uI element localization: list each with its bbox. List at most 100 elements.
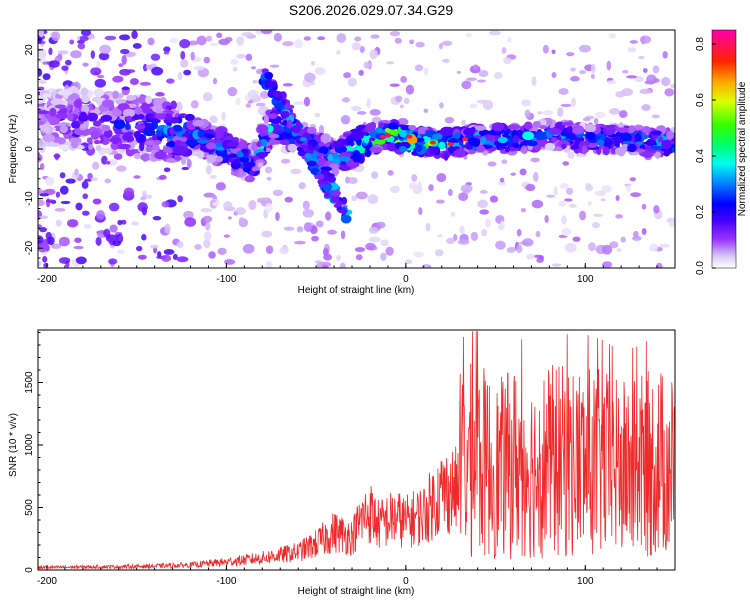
noise-blob: [256, 197, 269, 201]
noise-blob: [415, 41, 425, 48]
noise-blob: [290, 168, 302, 175]
noise-blob: [264, 166, 273, 174]
noise-blob: [242, 243, 255, 254]
noise-blob: [90, 50, 96, 59]
noise-blob: [641, 228, 647, 235]
noise-blob: [60, 200, 71, 205]
branch-blob: [340, 214, 352, 224]
noise-blob: [403, 97, 410, 104]
signal-blob: [205, 134, 215, 139]
x-tick-label: 100: [577, 576, 594, 587]
noise-blob: [38, 57, 46, 64]
noise-blob: [325, 211, 332, 221]
noise-blob: [310, 60, 316, 66]
noise-blob: [123, 187, 135, 197]
noise-blob: [150, 244, 159, 249]
signal-blob: [100, 114, 113, 122]
x-tick-label: -100: [216, 576, 236, 587]
signal-blob: [480, 136, 487, 144]
signal-blob: [561, 121, 573, 126]
colorbar-tick-label: 0.2: [695, 205, 706, 219]
noise-blob: [506, 247, 516, 253]
signal-blob: [95, 144, 102, 152]
noise-blob: [564, 198, 573, 202]
noise-blob: [395, 95, 403, 103]
signal-blob: [389, 129, 396, 136]
noise-blob: [591, 221, 600, 229]
noise-blob: [601, 244, 613, 255]
noise-blob: [417, 181, 422, 191]
spectrogram-x-axis: -200 -100 0 100: [37, 263, 676, 285]
noise-blob: [73, 245, 84, 250]
signal-blob: [122, 133, 132, 142]
signal-blob: [377, 122, 385, 129]
noise-blob: [303, 222, 313, 233]
noise-blob: [479, 189, 488, 194]
noise-blob: [354, 36, 362, 42]
noise-blob: [59, 185, 69, 195]
signal-blob: [467, 137, 477, 145]
noise-blob: [355, 254, 363, 261]
noise-blob: [80, 30, 92, 37]
noise-blob: [103, 228, 111, 238]
signal-blob: [69, 93, 80, 100]
signal-blob: [42, 134, 55, 143]
noise-blob: [351, 42, 362, 51]
noise-blob: [51, 31, 61, 42]
snr-x-axis: -200 -100 0 100: [37, 565, 676, 587]
noise-blob: [77, 42, 86, 50]
signal-blob: [465, 143, 473, 150]
signal-blob: [152, 139, 162, 145]
noise-blob: [216, 32, 223, 39]
noise-blob: [91, 161, 100, 170]
noise-blob: [461, 80, 472, 90]
noise-blob: [142, 190, 147, 199]
signal-blob: [90, 130, 100, 140]
noise-blob: [90, 67, 102, 76]
x-tick-label: 0: [403, 576, 409, 587]
noise-blob: [590, 74, 595, 79]
noise-blob: [38, 68, 43, 77]
signal-blob: [408, 125, 417, 131]
colorbar-tick-label: 0.0: [695, 261, 706, 275]
noise-blob: [245, 103, 252, 108]
signal-blob: [142, 109, 153, 114]
noise-blob: [524, 109, 531, 118]
noise-blob: [423, 108, 429, 113]
noise-blob: [145, 64, 154, 70]
noise-blob: [314, 67, 326, 76]
signal-blob: [151, 144, 160, 151]
branch-blob: [321, 170, 330, 175]
noise-blob: [161, 254, 172, 262]
noise-blob: [163, 51, 170, 55]
noise-blob: [551, 263, 562, 267]
noise-blob: [176, 256, 189, 263]
noise-blob: [485, 218, 491, 228]
signal-blob: [375, 127, 384, 133]
signal-blob: [428, 147, 435, 155]
signal-blob: [268, 113, 278, 120]
noise-blob: [336, 33, 347, 43]
signal-blob: [320, 133, 331, 144]
noise-blob: [397, 118, 409, 126]
noise-blob: [588, 242, 596, 251]
signal-blob: [332, 141, 345, 149]
noise-blob: [42, 61, 47, 65]
signal-blob: [155, 106, 163, 115]
noise-blob: [65, 178, 76, 184]
noise-blob: [74, 237, 82, 243]
noise-blob: [61, 65, 69, 71]
signal-blob: [331, 166, 340, 176]
spectrogram-x-label: Height of straight line (km): [298, 285, 415, 296]
signal-blob: [88, 144, 94, 150]
noise-blob: [203, 239, 211, 249]
noise-blob: [293, 101, 305, 105]
noise-blob: [224, 36, 233, 43]
noise-blob: [161, 201, 170, 208]
signal-blob: [513, 142, 520, 149]
signal-blob: [101, 99, 114, 108]
signal-blob: [268, 133, 280, 139]
noise-blob: [238, 217, 245, 225]
noise-blob: [664, 88, 675, 97]
signal-blob: [125, 115, 133, 122]
